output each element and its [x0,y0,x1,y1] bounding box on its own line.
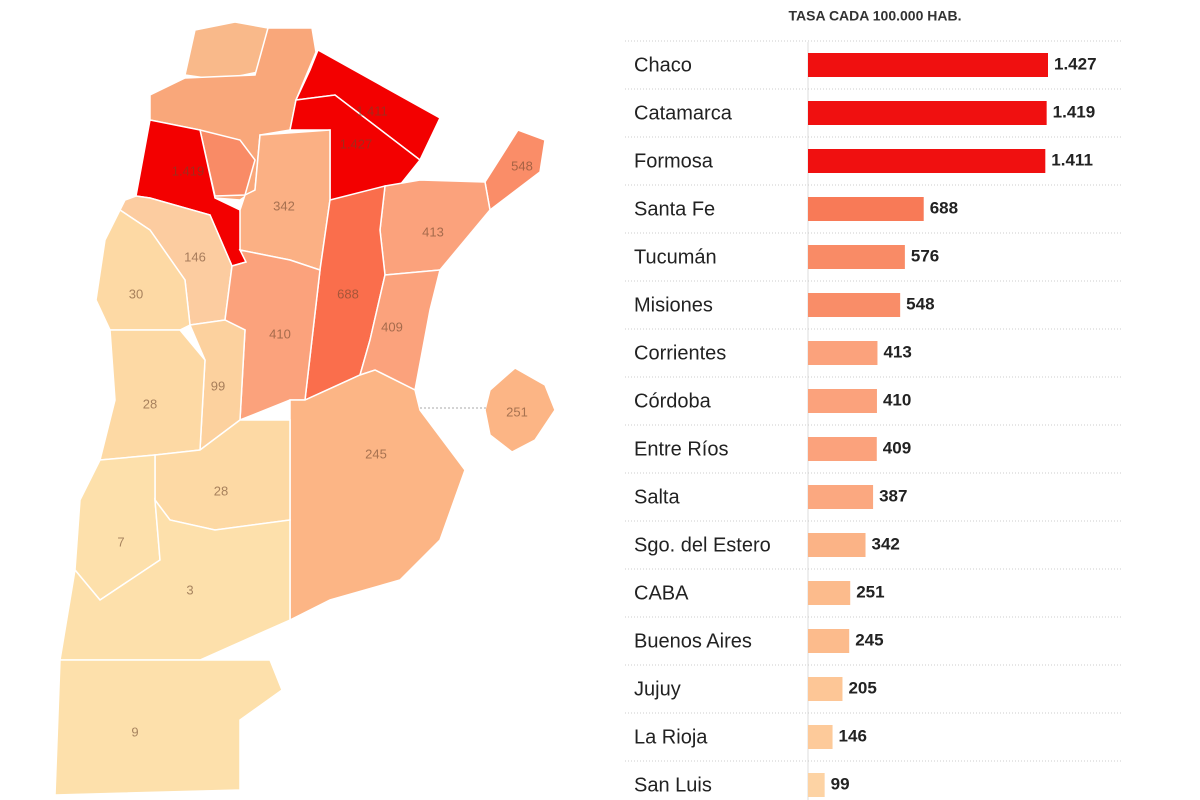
bar [808,677,843,701]
category-label: Sgo. del Estero [634,534,771,556]
category-label: Buenos Aires [634,630,752,652]
bar [808,293,901,317]
bar [808,341,878,365]
value-label: 146 [839,726,867,745]
value-label: 548 [906,294,934,313]
region-label: 245 [365,446,387,461]
bar [808,101,1047,125]
category-label: Formosa [634,150,714,172]
value-label: 576 [911,246,939,265]
region-label: 28 [143,396,157,411]
region-label: 410 [269,326,291,341]
region-label: 30 [129,286,143,301]
region [484,367,556,453]
bar [808,533,866,557]
category-label: Catamarca [634,102,733,124]
value-label: 410 [883,390,911,409]
value-label: 251 [856,582,884,601]
bar [808,629,850,653]
region-label: 28 [214,483,228,498]
region-label: 146 [184,249,206,264]
category-label: San Luis [634,774,712,796]
bar [808,389,877,413]
region-label: 1.427 [340,136,373,151]
value-label: 1.411 [1051,150,1093,169]
bar [808,437,877,461]
bar [808,581,851,605]
value-label: 1.427 [1054,54,1097,73]
category-label: Chaco [634,54,692,76]
region-label: 7 [117,534,124,549]
value-label: 99 [831,774,850,793]
category-label: CABA [634,582,689,604]
value-label: 409 [883,438,911,457]
category-label: Tucumán [634,246,717,268]
value-label: 413 [883,342,911,361]
bar [808,197,924,221]
bar [808,725,833,749]
category-label: Jujuy [634,678,681,700]
category-label: Salta [634,486,680,508]
bar [808,53,1048,77]
region-label: 9 [131,724,138,739]
category-label: Entre Ríos [634,438,728,460]
region-label: 409 [381,319,403,334]
bar [808,773,825,797]
category-label: La Rioja [634,726,708,748]
value-label: 688 [930,198,958,217]
value-label: 342 [872,534,900,553]
region [54,659,283,796]
region-label: 1.419 [172,163,205,178]
value-label: 205 [848,678,876,697]
category-label: Corrientes [634,342,726,364]
category-label: Misiones [634,294,713,316]
region-label: 251 [506,404,528,419]
region-label: 548 [511,158,533,173]
bar [808,149,1046,173]
region-label: 342 [273,198,295,213]
region [289,369,466,622]
region-label: 413 [422,224,444,239]
region [99,329,206,461]
category-label: Santa Fe [634,198,715,220]
value-label: 1.419 [1053,102,1096,121]
region-label: 99 [211,378,225,393]
category-label: Córdoba [634,390,712,412]
region-label: 688 [337,286,359,301]
bar [808,485,874,509]
chart-title: TASA CADA 100.000 HAB. [789,8,962,24]
value-label: 245 [855,630,883,649]
bar [808,245,905,269]
region-label: 1.411 [356,103,388,118]
value-label: 387 [879,486,907,505]
bar-chart: TASA CADA 100.000 HAB. Chaco 1.427 Catamar… [625,8,1122,800]
region-label: 3 [186,582,193,597]
